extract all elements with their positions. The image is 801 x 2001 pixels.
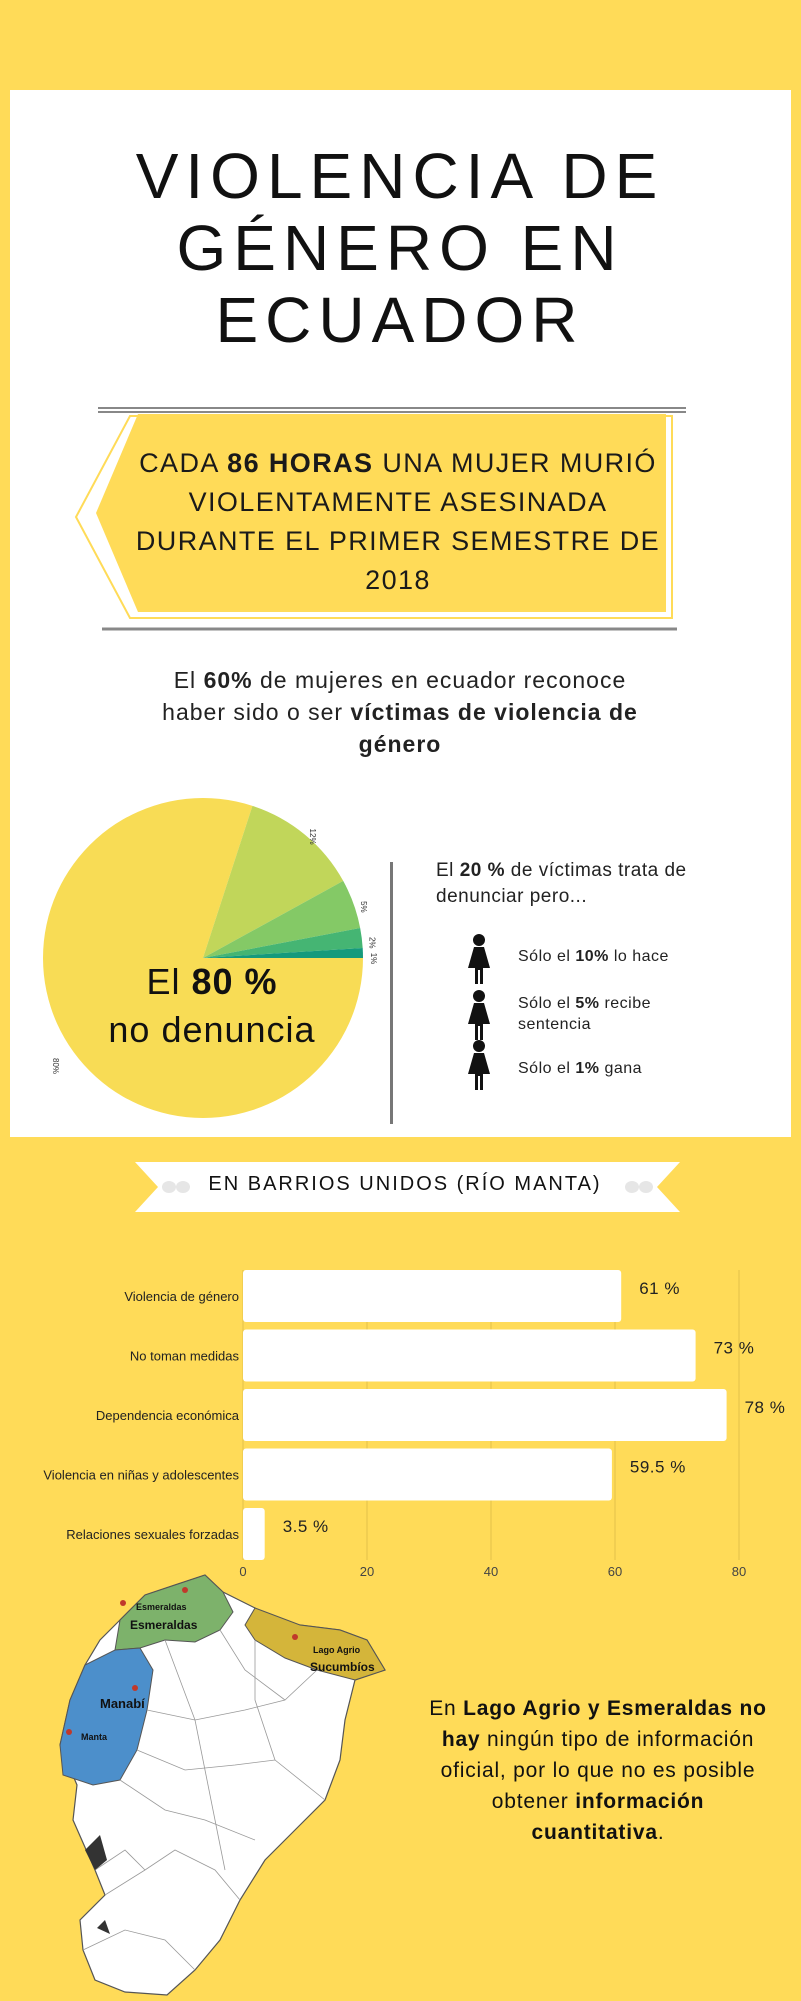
bar — [243, 1329, 696, 1382]
bar-category-label: No toman medidas — [130, 1349, 240, 1364]
stat-5-text: Sólo el 5% recibe sentencia — [518, 995, 652, 1033]
map-label-esmeraldas-city: Esmeraldas — [136, 1602, 187, 1612]
pie-chart: 80% 12% 5% 2% 1% — [42, 798, 378, 1118]
bar-chart: 0 20 40 60 80 Violencia de género 61 % No toman… — [43, 1270, 786, 1579]
x-tick-label: 20 — [360, 1564, 374, 1579]
pie-slice — [203, 947, 363, 958]
map-label-manabi: Manabí — [100, 1696, 145, 1711]
map-label-sucumbios: Sucumbíos — [310, 1660, 375, 1674]
map-label-manta: Manta — [81, 1732, 108, 1742]
map-label-lago-agrio: Lago Agrio — [313, 1645, 361, 1655]
bar-category-label: Relaciones sexuales forzadas — [66, 1527, 239, 1542]
stat-10-text: Sólo el 10% lo hace — [518, 948, 669, 965]
map-label-esmeraldas-province: Esmeraldas — [130, 1618, 198, 1632]
banner-shape — [74, 407, 686, 631]
pie-slice-label: 2% — [368, 937, 377, 949]
bar — [243, 1448, 612, 1501]
bar-value-label: 59.5 % — [630, 1458, 686, 1477]
pie-slice-label: 1% — [369, 953, 378, 965]
bar-category-label: Violencia en niñas y adolescentes — [43, 1468, 239, 1483]
pie-slice-label: 80% — [51, 1058, 60, 1074]
x-tick-label: 80 — [732, 1564, 746, 1579]
closing-text: En Lago Agrio y Esmeraldas no hay ningún… — [429, 1697, 767, 1844]
pie-slice — [203, 928, 363, 958]
pie-center-label: El 80 % no denuncia — [108, 961, 316, 1050]
stat-60-text: El 60% de mujeres en ecuador reconoce ha… — [162, 667, 638, 757]
ribbon-title: EN BARRIOS UNIDOS (RÍO MANTA) — [208, 1173, 602, 1195]
woman-icon — [468, 1040, 490, 1090]
banner-text: CADA 86 HORAS UNA MUJER MURIÓ VIOLENTAME… — [135, 448, 661, 595]
bar-value-label: 3.5 % — [283, 1517, 329, 1536]
pie-slice — [203, 880, 361, 958]
bar-value-label: 73 % — [714, 1339, 755, 1358]
bar-value-label: 61 % — [639, 1279, 680, 1298]
ribbon-shape — [135, 1162, 680, 1212]
bar — [243, 1508, 265, 1560]
pie-slice-label: 5% — [359, 901, 368, 913]
bar — [243, 1270, 622, 1322]
stat-1-text: Sólo el 1% gana — [518, 1060, 643, 1077]
x-tick-label: 40 — [484, 1564, 498, 1579]
bar — [243, 1389, 727, 1441]
bar-category-label: Dependencia económica — [96, 1408, 240, 1423]
divider-line — [390, 862, 393, 1124]
x-tick-label: 0 — [239, 1564, 246, 1579]
bar-value-label: 78 % — [745, 1398, 786, 1417]
bar-category-label: Violencia de género — [124, 1289, 239, 1304]
page-title: VIOLENCIA DE GÉNERO EN ECUADOR — [135, 140, 665, 356]
ecuador-map — [59, 1574, 386, 1996]
woman-icon — [468, 990, 490, 1040]
report-intro: El 20 % de víctimas trata de denunciar p… — [436, 860, 687, 907]
woman-icon — [468, 934, 490, 984]
x-tick-label: 60 — [608, 1564, 622, 1579]
pie-slice-label: 12% — [308, 829, 317, 845]
pie-slice — [203, 805, 344, 958]
